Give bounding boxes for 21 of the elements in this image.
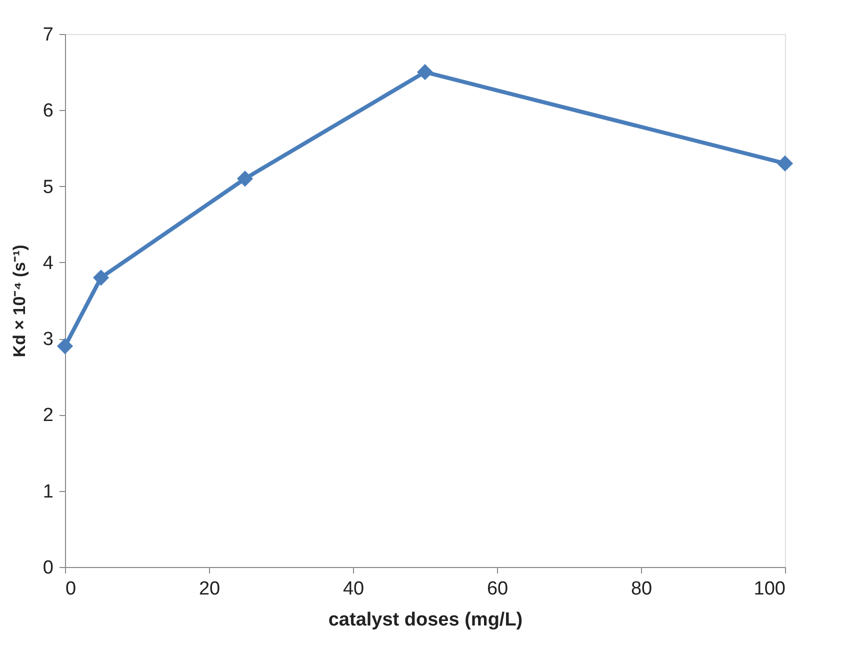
x-tick-label: 20 (198, 578, 220, 600)
x-tick-label: 80 (630, 578, 652, 600)
x-axis-title: catalyst doses (mg/L) (328, 610, 523, 630)
point (92, 270, 110, 286)
x-tick-label: 40 (342, 578, 364, 600)
point (56, 338, 74, 354)
y-tick-label: 6 (42, 100, 54, 122)
y-tick-label: 3 (42, 329, 54, 350)
x-tick-label: 60 (486, 578, 508, 600)
y-tick-label: 7 (42, 24, 54, 46)
x-tick-label: 100 (754, 578, 786, 600)
y-tick-label: 1 (42, 481, 54, 502)
point (416, 64, 434, 80)
y-tick-label: 5 (42, 176, 54, 198)
point (776, 155, 794, 172)
y-tick-label: 2 (42, 405, 54, 426)
point (236, 170, 254, 187)
y-axis-title: Kd × 10⁻⁴ (s⁻¹) (10, 244, 29, 358)
x-tick-label: 0 (66, 578, 76, 600)
y-tick-label: 0 (42, 558, 54, 578)
y-tick-label: 4 (42, 252, 54, 274)
